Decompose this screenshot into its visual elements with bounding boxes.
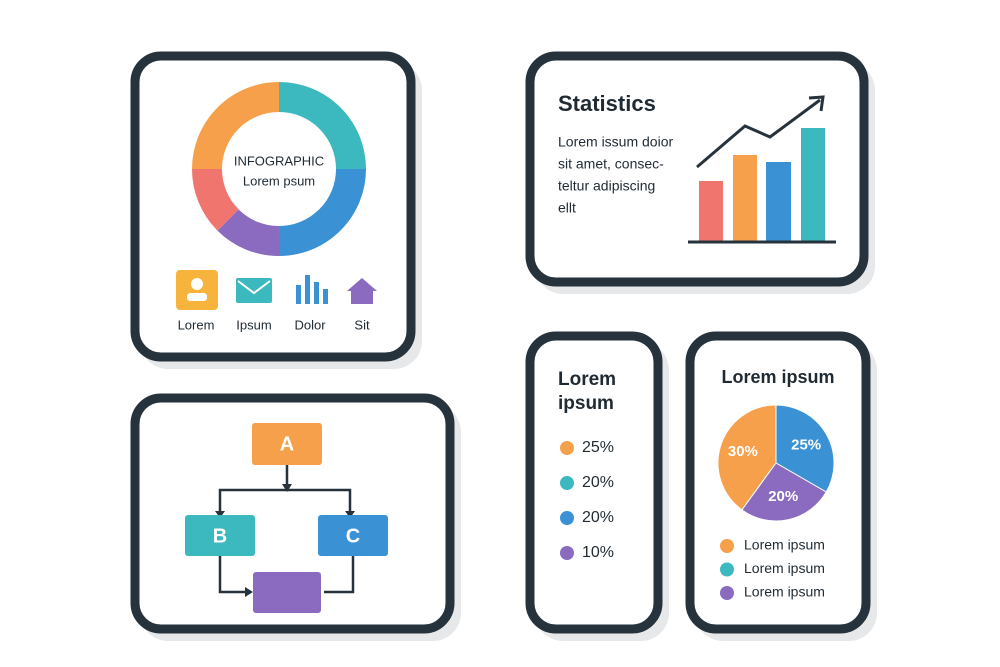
decor-bar [801,128,825,241]
decor-bar [733,155,757,241]
flow-node [185,515,255,556]
node-label: A [280,433,294,455]
trend-arrow [808,95,825,112]
donut-text: Lorem psum [243,173,315,188]
donut-segment [278,168,366,256]
flow-node [318,515,388,556]
connector [218,556,355,594]
icon-mail [236,278,272,303]
decor-bar [699,181,723,241]
legend-label: Lorem ipsum [744,584,825,600]
donut-segment [217,208,280,257]
body-text: sit amet, consec- [558,156,664,172]
card [130,393,455,634]
icon-mail [237,280,271,295]
pie-label: 30% [728,443,758,460]
pie: 30% 25% 20% [717,404,835,522]
list-value: 20% [582,474,614,491]
pie-label: 20% [768,488,798,505]
list-value: 10% [582,544,614,561]
trend-arrow [696,98,821,169]
donut-segment [192,82,280,170]
icon-chart [296,285,301,304]
list-value: 20% [582,509,614,526]
donut-segment [191,168,240,231]
pie-slice [717,404,777,511]
body-text: teltur adipiscing [558,178,655,194]
card-title: Lorem ipsum [721,367,834,387]
donut [191,82,366,257]
legend-dot [720,586,734,600]
card-title: Lorem [558,369,616,390]
icon-user [191,278,203,290]
legend-dot [560,511,574,525]
node-label: B [213,525,227,547]
icon-label: Ipsum [236,317,271,332]
list-value: 25% [582,439,614,456]
legend-dot [560,476,574,490]
pie-slice [741,462,827,522]
legend-dot [720,539,734,553]
legend: Lorem ipsum Lorem ipsum Lorem ipsum [720,537,825,600]
icon-label: Sit [354,317,370,332]
pie-slice [775,404,835,493]
card-title: Statistics [558,91,656,116]
icon-label: Dolor [294,317,326,332]
pie-label: 25% [791,437,821,454]
legend-label: Lorem ipsum [744,560,825,576]
donut-text: INFOGRAPHIC [234,153,324,168]
legend-label: Lorem ipsum [744,537,825,553]
icon-chart [314,282,319,304]
donut-segment [278,82,366,170]
decor-bar [766,162,791,241]
legend-dot [560,441,574,455]
icon-chart [323,289,328,304]
flow-node [253,572,321,613]
list: 25% 20% 20% 10% [560,439,614,561]
legend-dot [720,562,734,577]
body-text: Lorem issum doior [558,134,673,150]
legend-dot [560,546,574,560]
icon-user [187,293,207,301]
node-label: C [346,525,360,547]
icon-chart [305,275,310,304]
flow-node [252,423,322,465]
icon-home [347,278,377,304]
icon-label: Lorem [178,317,215,332]
body-text: ellt [558,200,576,216]
card-title: ipsum [558,393,614,414]
